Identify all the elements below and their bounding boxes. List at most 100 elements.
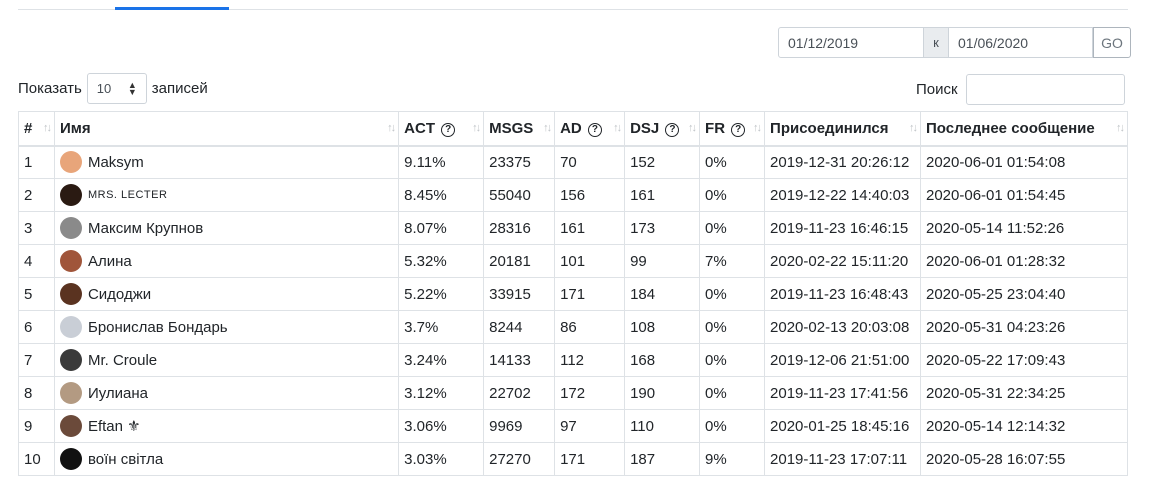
- cell-ad: 171: [554, 277, 626, 311]
- cell-act: 3.12%: [398, 376, 485, 410]
- table-row[interactable]: 6 Бронислав Бондарь 3.7% 8244 86 108 0% 2020-02…: [18, 310, 1128, 344]
- help-icon[interactable]: ?: [587, 122, 602, 137]
- cell-joined: 2020-01-25 18:45:16: [764, 409, 921, 443]
- cell-msgs: 33915: [483, 277, 556, 311]
- column-header[interactable]: Имя ↑↓: [53, 111, 400, 147]
- column-header[interactable]: Присоединился ↑↓: [764, 111, 921, 147]
- sort-arrows-icon: ↑↓: [472, 122, 481, 134]
- column-header-label: Имя: [59, 119, 91, 137]
- sort-arrows-icon: ↑↓: [1116, 122, 1125, 134]
- column-header[interactable]: FR ? ↑↓: [699, 111, 766, 147]
- cell-msgs: 23375: [483, 145, 556, 179]
- cell-last: 2020-05-25 23:04:40: [920, 277, 1128, 311]
- avatar[interactable]: [59, 349, 82, 371]
- cell-msgs: 28316: [483, 211, 556, 245]
- active-tab-indicator: [115, 7, 229, 10]
- page-length-value: 10: [96, 81, 112, 96]
- column-header-label: AD: [560, 119, 582, 137]
- user-name[interactable]: Mr. Croule: [87, 351, 158, 369]
- cell-dsj: 187: [624, 442, 701, 476]
- cell-joined: 2019-12-22 14:40:03: [764, 178, 921, 212]
- column-header[interactable]: Последнее сообщение ↑↓: [920, 111, 1128, 147]
- table-row[interactable]: 7 Mr. Croule 3.24% 14133 112 168 0% 2019-12-06 …: [18, 343, 1128, 377]
- avatar[interactable]: [59, 448, 82, 470]
- table-row[interactable]: 2 MRS. LECTER 8.45% 55040 156 161 0% 2019-12-22…: [18, 178, 1128, 212]
- cell-msgs: 27270: [483, 442, 556, 476]
- cell-fr: 0%: [699, 277, 766, 311]
- cell-fr: 9%: [699, 442, 766, 476]
- sort-arrows-icon: ↑↓: [543, 122, 552, 134]
- cell-ad: 70: [554, 145, 626, 179]
- avatar[interactable]: [59, 250, 82, 272]
- cell-last: 2020-05-14 11:52:26: [920, 211, 1128, 245]
- cell-last: 2020-05-31 22:34:25: [920, 376, 1128, 410]
- cell-msgs: 20181: [483, 244, 556, 278]
- table-row[interactable]: 9 Eftan ⚜ 3.06% 9969 97 110 0% 2020-01-25 18:45…: [18, 409, 1128, 443]
- column-header[interactable]: # ↑↓: [18, 111, 55, 147]
- help-icon[interactable]: ?: [731, 122, 746, 137]
- length-label-before: Показать: [18, 80, 82, 97]
- page-length-control: Показать 10 ▲ ▼ записей: [18, 73, 208, 104]
- table-row[interactable]: 8 Иулиана 3.12% 22702 172 190 0% 2019-11-23 17:…: [18, 376, 1128, 410]
- sort-arrows-icon: ↑↓: [753, 122, 762, 134]
- user-name[interactable]: Бронислав Бондарь: [87, 318, 228, 336]
- avatar[interactable]: [59, 415, 82, 437]
- tabs-divider: [18, 9, 1128, 10]
- avatar[interactable]: [59, 316, 82, 338]
- user-name[interactable]: Eftan ⚜: [87, 418, 141, 435]
- column-header[interactable]: DSJ ? ↑↓: [624, 111, 701, 147]
- cell-n: 5: [18, 277, 55, 311]
- cell-name: воїн світла: [53, 442, 400, 476]
- start-date-input[interactable]: [778, 27, 924, 58]
- go-button[interactable]: GO: [1093, 27, 1131, 58]
- cell-n: 1: [18, 145, 55, 179]
- help-icon[interactable]: ?: [441, 122, 456, 137]
- cell-ad: 86: [554, 310, 626, 344]
- cell-act: 5.32%: [398, 244, 485, 278]
- avatar[interactable]: [59, 151, 82, 174]
- cell-joined: 2019-12-06 21:51:00: [764, 343, 921, 377]
- avatar[interactable]: [59, 184, 82, 206]
- end-date-input[interactable]: [948, 27, 1093, 58]
- table-header-row: # ↑↓ Имя ↑↓ ACT ? ↑↓ MSGS ↑↓ AD ? ↑↓ DSJ ? ↑↓ FR ? ↑↓…: [18, 111, 1128, 147]
- table-row[interactable]: 1 Maksym 9.11% 23375 70 152 0% 2019-12-31 20:26…: [18, 145, 1128, 179]
- avatar[interactable]: [59, 382, 82, 404]
- user-name[interactable]: Максим Крупнов: [87, 219, 204, 237]
- cell-dsj: 184: [624, 277, 701, 311]
- search-input[interactable]: [965, 74, 1125, 105]
- cell-dsj: 99: [624, 244, 701, 278]
- user-name[interactable]: Maksym: [87, 153, 144, 171]
- column-header[interactable]: ACT ? ↑↓: [398, 111, 485, 147]
- column-header[interactable]: MSGS ↑↓: [483, 111, 556, 147]
- user-name[interactable]: Иулиана: [87, 384, 149, 402]
- page-length-select[interactable]: 10 ▲ ▼: [86, 73, 147, 104]
- cell-act: 8.07%: [398, 211, 485, 245]
- avatar[interactable]: [59, 283, 82, 305]
- sort-arrows-icon: ↑↓: [387, 122, 396, 134]
- cell-ad: 112: [554, 343, 626, 377]
- user-name[interactable]: Сидоджи: [87, 285, 152, 303]
- table-row[interactable]: 10 воїн світла 3.03% 27270 171 187 9% 2019-11-2…: [18, 442, 1128, 476]
- cell-n: 2: [18, 178, 55, 212]
- cell-joined: 2019-11-23 17:41:56: [764, 376, 921, 410]
- cell-act: 3.06%: [398, 409, 485, 443]
- cell-msgs: 9969: [483, 409, 556, 443]
- cell-msgs: 8244: [483, 310, 556, 344]
- cell-last: 2020-05-14 12:14:32: [920, 409, 1128, 443]
- user-name[interactable]: воїн світла: [87, 450, 164, 468]
- column-header[interactable]: AD ? ↑↓: [554, 111, 626, 147]
- avatar[interactable]: [59, 217, 82, 239]
- cell-joined: 2019-11-23 16:48:43: [764, 277, 921, 311]
- cell-ad: 161: [554, 211, 626, 245]
- cell-name: Eftan ⚜: [53, 409, 400, 443]
- cell-dsj: 190: [624, 376, 701, 410]
- user-name[interactable]: MRS. LECTER: [87, 189, 168, 201]
- table-row[interactable]: 4 Алина 5.32% 20181 101 99 7% 2020-02-22 15:11:…: [18, 244, 1128, 278]
- table-row[interactable]: 3 Максим Крупнов 8.07% 28316 161 173 0% 2019-11…: [18, 211, 1128, 245]
- cell-act: 3.7%: [398, 310, 485, 344]
- cell-joined: 2020-02-22 15:11:20: [764, 244, 921, 278]
- table-row[interactable]: 5 Сидоджи 5.22% 33915 171 184 0% 2019-11-23 16:…: [18, 277, 1128, 311]
- user-name[interactable]: Алина: [87, 252, 132, 270]
- cell-act: 3.24%: [398, 343, 485, 377]
- help-icon[interactable]: ?: [665, 122, 680, 137]
